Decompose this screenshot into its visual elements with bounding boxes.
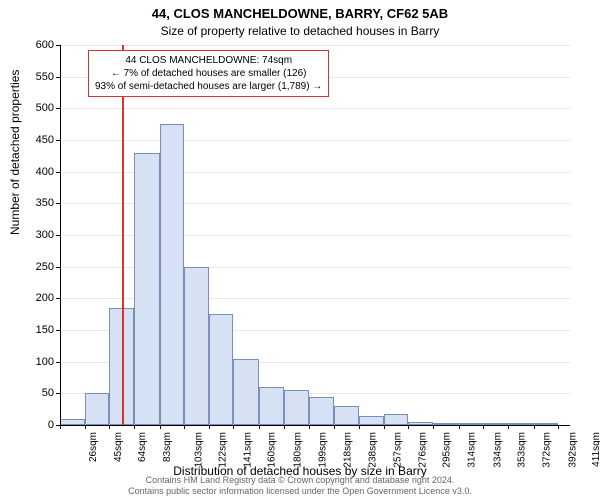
x-tick-mark — [134, 425, 135, 429]
x-tick-label: 45sqm — [113, 432, 124, 462]
annotation-box: 44 CLOS MANCHELDOWNE: 74sqm ← 7% of deta… — [88, 50, 329, 97]
y-tick-label: 50 — [14, 387, 54, 399]
histogram-bar — [284, 390, 309, 425]
footer-attribution: Contains HM Land Registry data © Crown c… — [0, 475, 600, 497]
x-tick-mark — [60, 425, 61, 429]
x-tick-mark — [259, 425, 260, 429]
y-axis-line — [60, 45, 61, 425]
x-tick-label: 353sqm — [517, 432, 528, 468]
y-tick-mark — [56, 203, 60, 204]
x-tick-mark — [433, 425, 434, 429]
x-tick-mark — [359, 425, 360, 429]
x-tick-label: 26sqm — [88, 432, 99, 462]
x-tick-label: 160sqm — [267, 432, 278, 468]
x-tick-mark — [309, 425, 310, 429]
y-tick-mark — [56, 267, 60, 268]
y-axis-label: Number of detached properties — [8, 70, 22, 235]
y-tick-mark — [56, 77, 60, 78]
histogram-bar — [259, 387, 284, 425]
x-tick-label: 314sqm — [466, 432, 477, 468]
x-tick-mark — [284, 425, 285, 429]
x-tick-label: 64sqm — [137, 432, 148, 462]
gridline-h — [60, 108, 570, 109]
chart-container: 44, CLOS MANCHELDOWNE, BARRY, CF62 5AB S… — [0, 0, 600, 500]
histogram-bar — [359, 416, 384, 426]
footer-line2: Contains public sector information licen… — [128, 486, 472, 496]
y-tick-label: 150 — [14, 324, 54, 336]
title-main: 44, CLOS MANCHELDOWNE, BARRY, CF62 5AB — [0, 6, 600, 21]
x-tick-label: 334sqm — [492, 432, 503, 468]
y-tick-mark — [56, 140, 60, 141]
x-tick-mark — [508, 425, 509, 429]
x-tick-label: 392sqm — [567, 432, 578, 468]
annotation-line2: ← 7% of detached houses are smaller (126… — [95, 67, 322, 80]
y-tick-label: 600 — [14, 39, 54, 51]
x-tick-mark — [233, 425, 234, 429]
histogram-bar — [334, 406, 359, 425]
histogram-bar — [233, 359, 259, 426]
y-tick-label: 350 — [14, 197, 54, 209]
x-tick-label: 238sqm — [368, 432, 379, 468]
y-tick-mark — [56, 393, 60, 394]
y-tick-label: 550 — [14, 71, 54, 83]
x-tick-mark — [334, 425, 335, 429]
x-tick-label: 218sqm — [342, 432, 353, 468]
y-tick-mark — [56, 298, 60, 299]
x-tick-label: 180sqm — [293, 432, 304, 468]
y-tick-label: 100 — [14, 356, 54, 368]
x-tick-label: 83sqm — [162, 432, 173, 462]
x-axis-line — [60, 425, 570, 426]
annotation-line1: 44 CLOS MANCHELDOWNE: 74sqm — [95, 54, 322, 67]
y-tick-mark — [56, 330, 60, 331]
title-subtitle: Size of property relative to detached ho… — [0, 24, 600, 38]
x-tick-mark — [483, 425, 484, 429]
x-tick-mark — [184, 425, 185, 429]
x-tick-mark — [160, 425, 161, 429]
x-tick-label: 141sqm — [242, 432, 253, 468]
y-tick-mark — [56, 45, 60, 46]
x-tick-label: 122sqm — [218, 432, 229, 468]
y-tick-mark — [56, 235, 60, 236]
histogram-bar — [384, 414, 409, 425]
histogram-bar — [160, 124, 185, 425]
annotation-line3: 93% of semi-detached houses are larger (… — [95, 80, 322, 93]
reference-line — [122, 45, 124, 425]
x-tick-label: 372sqm — [541, 432, 552, 468]
y-tick-mark — [56, 108, 60, 109]
x-tick-label: 103sqm — [193, 432, 204, 468]
x-tick-mark — [408, 425, 409, 429]
plot-area — [60, 45, 570, 425]
x-tick-label: 257sqm — [393, 432, 404, 468]
y-tick-label: 400 — [14, 166, 54, 178]
histogram-bar — [209, 314, 234, 425]
x-tick-mark — [534, 425, 535, 429]
y-tick-label: 250 — [14, 261, 54, 273]
gridline-h — [60, 45, 570, 46]
histogram-bar — [184, 267, 209, 425]
x-tick-label: 199sqm — [318, 432, 329, 468]
gridline-h — [60, 140, 570, 141]
x-tick-mark — [85, 425, 86, 429]
y-tick-label: 300 — [14, 229, 54, 241]
x-tick-label: 411sqm — [591, 432, 600, 467]
x-tick-mark — [384, 425, 385, 429]
x-tick-mark — [109, 425, 110, 429]
histogram-bar — [85, 393, 110, 425]
histogram-bar — [134, 153, 160, 425]
y-tick-label: 450 — [14, 134, 54, 146]
y-tick-label: 0 — [14, 419, 54, 431]
x-tick-mark — [459, 425, 460, 429]
y-tick-mark — [56, 362, 60, 363]
x-tick-mark — [558, 425, 559, 429]
footer-line1: Contains HM Land Registry data © Crown c… — [146, 475, 455, 485]
histogram-bar — [309, 397, 335, 426]
y-tick-label: 200 — [14, 292, 54, 304]
x-tick-label: 276sqm — [417, 432, 428, 468]
x-tick-mark — [209, 425, 210, 429]
y-tick-mark — [56, 172, 60, 173]
x-tick-label: 295sqm — [442, 432, 453, 468]
y-tick-label: 500 — [14, 102, 54, 114]
